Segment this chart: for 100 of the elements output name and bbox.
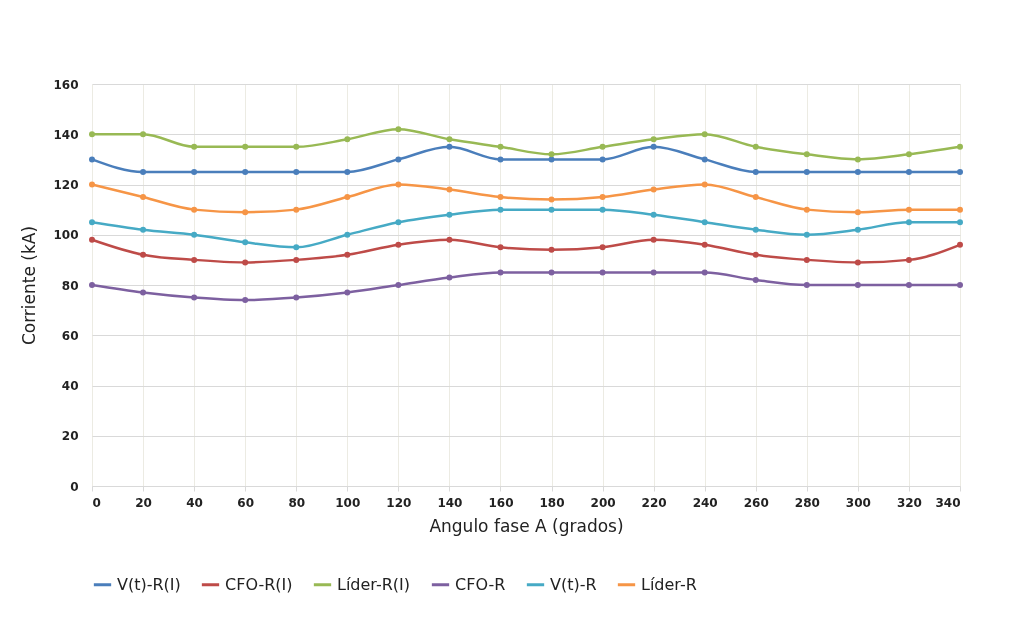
- point: [293, 244, 300, 251]
- point: [395, 241, 402, 248]
- point: [650, 136, 657, 143]
- x-tick-label: 200: [590, 495, 616, 510]
- point: [957, 282, 963, 288]
- point: [650, 186, 657, 193]
- point: [89, 219, 95, 226]
- point: [957, 168, 963, 175]
- point: [446, 211, 453, 218]
- point: [548, 246, 555, 253]
- y-tick-label: 120: [53, 178, 79, 192]
- x-tick-label: 280: [794, 495, 820, 510]
- point: [497, 143, 504, 150]
- point: [140, 168, 147, 175]
- point: [140, 194, 147, 201]
- point: [344, 194, 351, 201]
- point: [344, 289, 351, 296]
- point: [905, 256, 912, 263]
- point: [650, 143, 657, 150]
- point: [854, 168, 861, 175]
- point: [191, 143, 198, 150]
- point: [650, 211, 657, 218]
- point: [701, 156, 708, 163]
- point: [344, 168, 351, 175]
- point: [446, 143, 453, 150]
- point: [395, 156, 402, 163]
- x-tick-label: 140: [437, 495, 463, 510]
- x-tick-label: 300: [845, 495, 871, 510]
- point: [548, 151, 555, 158]
- point: [752, 143, 759, 150]
- point: [446, 236, 453, 243]
- point: [395, 126, 402, 133]
- point: [957, 219, 963, 226]
- point: [650, 269, 657, 276]
- point: [803, 206, 810, 213]
- point: [293, 168, 300, 175]
- y-tick-label: 160: [53, 77, 79, 92]
- point: [293, 206, 300, 213]
- x-tick-label: 260: [743, 495, 769, 510]
- point: [803, 168, 810, 175]
- y-tick-label: 100: [53, 228, 79, 243]
- x-tick-label: 160: [488, 495, 514, 510]
- point: [344, 136, 351, 143]
- point: [395, 181, 402, 188]
- point: [395, 282, 402, 288]
- point: [446, 186, 453, 193]
- point: [599, 156, 606, 163]
- point: [140, 226, 147, 233]
- x-tick-label: 340: [935, 495, 961, 510]
- x-tick-label: 240: [692, 495, 718, 510]
- x-tick-label: 100: [335, 495, 361, 510]
- point: [140, 131, 147, 138]
- point: [957, 206, 963, 213]
- x-tick-label: 80: [288, 495, 306, 510]
- point: [803, 231, 810, 238]
- point: [446, 274, 453, 281]
- point: [854, 226, 861, 233]
- point: [344, 251, 351, 258]
- point: [803, 282, 810, 288]
- legend-label: V(t)-R: [550, 574, 597, 594]
- x-tick-label: 20: [135, 495, 152, 510]
- point: [497, 206, 504, 213]
- legend-label: CFO-R: [455, 574, 506, 594]
- point: [242, 209, 249, 216]
- point: [599, 244, 606, 251]
- point: [242, 168, 249, 175]
- point: [191, 206, 198, 213]
- x-tick-label: 180: [539, 495, 565, 510]
- point: [242, 143, 249, 150]
- legend-label: V(t)-R(I): [117, 574, 181, 594]
- point: [650, 236, 657, 243]
- legend-label: Líder-R(I): [337, 574, 411, 594]
- point: [293, 294, 300, 301]
- point: [446, 136, 453, 143]
- y-axis-title: Corriente (kA): [19, 225, 40, 346]
- point: [191, 256, 198, 263]
- point: [854, 259, 861, 266]
- x-tick-label: 60: [237, 495, 255, 510]
- point: [599, 206, 606, 213]
- point: [497, 194, 504, 201]
- point: [548, 269, 555, 276]
- point: [242, 259, 249, 266]
- point: [905, 219, 912, 226]
- point: [957, 143, 963, 150]
- point: [293, 256, 300, 263]
- x-tick-label: 220: [641, 495, 667, 510]
- point: [752, 251, 759, 258]
- point: [497, 156, 504, 163]
- point: [905, 206, 912, 213]
- point: [191, 231, 198, 238]
- point: [905, 151, 912, 158]
- point: [854, 209, 861, 216]
- y-tick-label: 60: [61, 328, 79, 343]
- point: [89, 131, 95, 138]
- point: [89, 236, 95, 243]
- point: [701, 269, 708, 276]
- x-tick-label: 320: [896, 495, 922, 510]
- point: [599, 143, 606, 150]
- x-tick-label: 0: [92, 495, 101, 510]
- x-tick-label: 40: [186, 495, 203, 510]
